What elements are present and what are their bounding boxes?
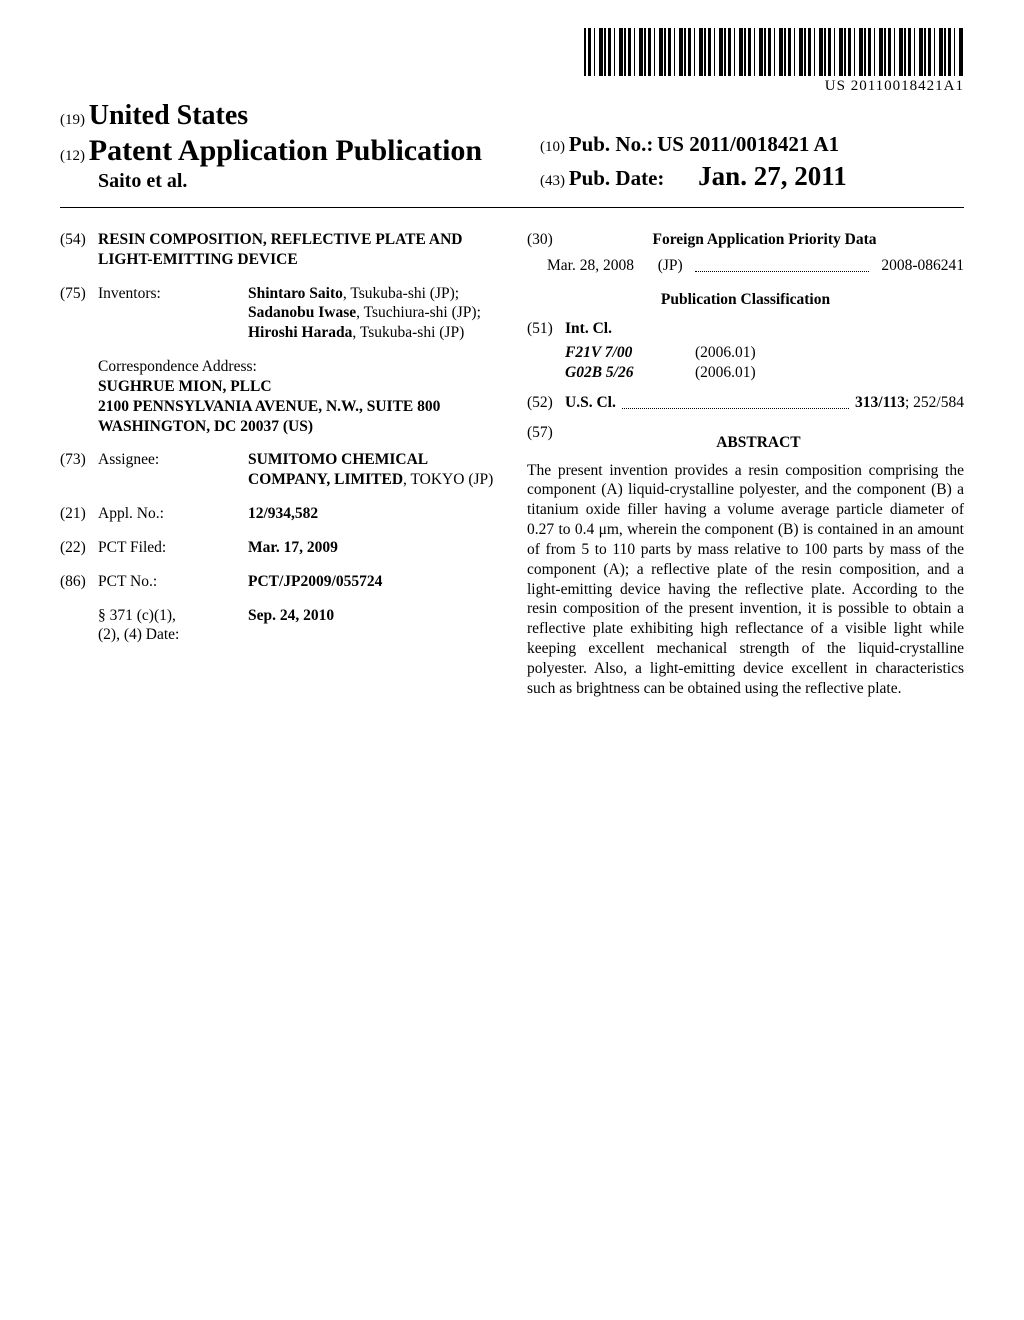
pct-filed-code: (22) <box>60 538 98 558</box>
pct-filed-value: Mar. 17, 2009 <box>248 539 338 556</box>
doc-type-code: (12) <box>60 148 85 164</box>
correspondence-label: Correspondence Address: <box>98 357 497 377</box>
priority-head: Foreign Application Priority Data <box>565 230 964 250</box>
pctno-label: PCT No.: <box>98 572 248 592</box>
title-code: (54) <box>60 230 98 270</box>
intcl-edition: (2006.01) <box>695 363 756 383</box>
intcl-code: (51) <box>527 319 565 339</box>
assignee-field: (73) Assignee: SUMITOMO CHEMICAL COMPANY… <box>60 450 497 490</box>
country: United States <box>89 100 248 131</box>
pctno-value: PCT/JP2009/055724 <box>248 573 382 590</box>
pubno-value: US 2011/0018421 A1 <box>657 132 839 156</box>
inventors-label: Inventors: <box>98 284 248 343</box>
intcl-edition: (2006.01) <box>695 343 756 363</box>
s371-value: Sep. 24, 2010 <box>248 607 334 624</box>
classification-head: Publication Classification <box>527 290 964 310</box>
applno-field: (21) Appl. No.: 12/934,582 <box>60 504 497 524</box>
pubdate-label: Pub. Date: <box>569 166 665 190</box>
correspondence-address: Correspondence Address: SUGHRUE MION, PL… <box>98 357 497 436</box>
s371-field: § 371 (c)(1), (2), (4) Date: Sep. 24, 20… <box>60 606 497 646</box>
uscl-code: (52) <box>527 393 565 413</box>
biblio-columns: (54) RESIN COMPOSITION, REFLECTIVE PLATE… <box>60 230 964 699</box>
inventors-field: (75) Inventors: Shintaro Saito, Tsukuba-… <box>60 284 497 343</box>
intcl-list: F21V 7/00 (2006.01) G02B 5/26 (2006.01) <box>565 343 964 383</box>
pub-info: (10) Pub. No.: US 2011/0018421 A1 (43) P… <box>540 132 847 192</box>
pubno-code: (10) <box>540 139 565 155</box>
barcode-region: US 20110018421A1 <box>584 28 964 95</box>
dot-leader <box>695 252 870 272</box>
abstract-code: (57) <box>527 423 553 461</box>
assignee-label: Assignee: <box>98 450 248 490</box>
intcl-symbol: G02B 5/26 <box>565 363 695 383</box>
abstract-head-row: (57) ABSTRACT <box>527 423 964 461</box>
pubdate-code: (43) <box>540 173 565 189</box>
abstract-body: The present invention provides a resin c… <box>527 461 964 699</box>
intcl-row: F21V 7/00 (2006.01) <box>565 343 964 363</box>
priority-number: 2008-086241 <box>881 256 964 276</box>
pubno-label: Pub. No.: <box>569 132 654 156</box>
barcode-text: US 20110018421A1 <box>584 78 964 95</box>
intcl-label: Int. Cl. <box>565 320 612 337</box>
pctno-code: (86) <box>60 572 98 592</box>
priority-row: Mar. 28, 2008 (JP) 2008-086241 <box>547 256 964 276</box>
country-code: (19) <box>60 112 85 128</box>
pctno-field: (86) PCT No.: PCT/JP2009/055724 <box>60 572 497 592</box>
intcl-row: G02B 5/26 (2006.01) <box>565 363 964 383</box>
uscl-field: (52) U.S. Cl. 313/113; 252/584 <box>527 393 964 413</box>
uscl-value: 313/113; 252/584 <box>855 393 964 413</box>
assignee-value: SUMITOMO CHEMICAL COMPANY, LIMITED, TOKY… <box>248 450 497 490</box>
intcl-field: (51) Int. Cl. <box>527 319 964 339</box>
pct-filed-label: PCT Filed: <box>98 538 248 558</box>
correspondence-body: SUGHRUE MION, PLLC 2100 PENNSYLVANIA AVE… <box>98 377 497 436</box>
invention-title: RESIN COMPOSITION, REFLECTIVE PLATE AND … <box>98 230 497 270</box>
abstract-head: ABSTRACT <box>553 433 964 453</box>
barcode <box>584 28 964 76</box>
dot-leader <box>622 389 849 409</box>
inventors-code: (75) <box>60 284 98 343</box>
assignee-code: (73) <box>60 450 98 490</box>
right-column: (30) Foreign Application Priority Data M… <box>527 230 964 699</box>
priority-date: Mar. 28, 2008 <box>547 256 634 276</box>
title-field: (54) RESIN COMPOSITION, REFLECTIVE PLATE… <box>60 230 497 270</box>
left-column: (54) RESIN COMPOSITION, REFLECTIVE PLATE… <box>60 230 497 699</box>
doc-type: Patent Application Publication <box>89 134 482 167</box>
applno-value: 12/934,582 <box>248 505 318 522</box>
applno-code: (21) <box>60 504 98 524</box>
pct-filed-field: (22) PCT Filed: Mar. 17, 2009 <box>60 538 497 558</box>
uscl-label: U.S. Cl. <box>565 393 616 413</box>
pubdate-value: Jan. 27, 2011 <box>698 161 847 191</box>
divider-rule <box>60 207 964 208</box>
s371-label: § 371 (c)(1), (2), (4) Date: <box>98 606 248 646</box>
priority-code: (30) <box>527 230 565 250</box>
applno-label: Appl. No.: <box>98 504 248 524</box>
inventors-value: Shintaro Saito, Tsukuba-shi (JP); Sadano… <box>248 284 497 343</box>
intcl-symbol: F21V 7/00 <box>565 343 695 363</box>
priority-head-field: (30) Foreign Application Priority Data <box>527 230 964 250</box>
priority-country: (JP) <box>658 256 683 276</box>
